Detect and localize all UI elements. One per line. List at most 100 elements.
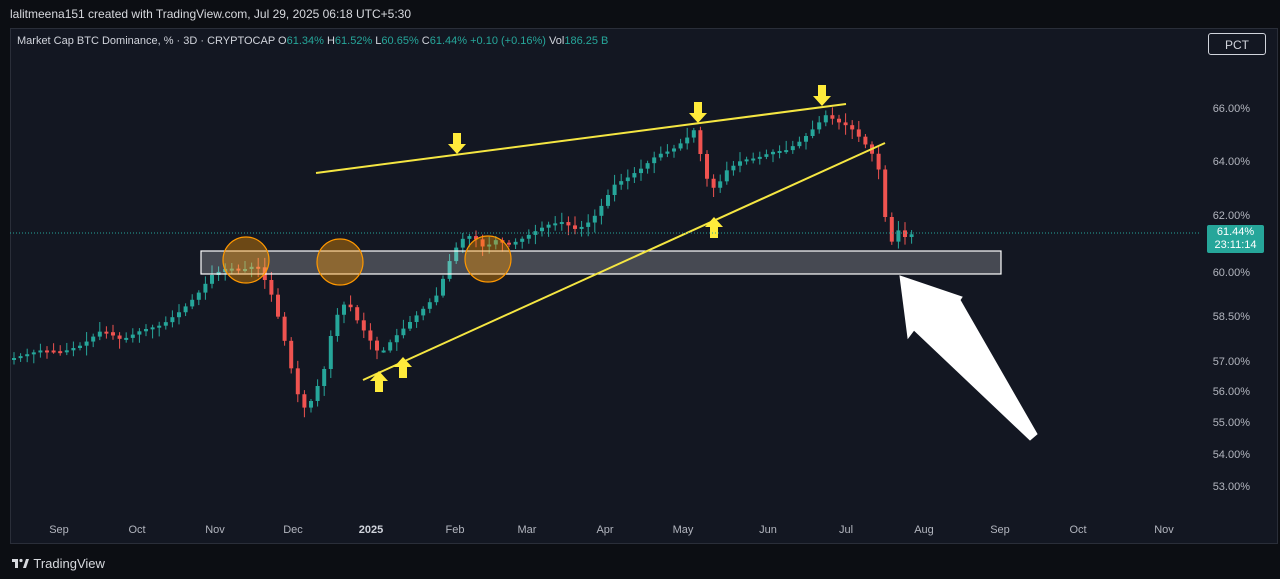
candle-body [91, 336, 96, 342]
candle-body [137, 331, 142, 335]
tradingview-logo-icon [12, 558, 29, 568]
candle-body [810, 129, 815, 136]
x-axis-label: Sep [49, 524, 69, 536]
upper-trendline [315, 103, 847, 174]
candle-body [579, 226, 584, 229]
candle-body [249, 266, 254, 269]
candle-body [764, 154, 769, 157]
attribution-bar: lalitmeena151 created with TradingView.c… [0, 0, 1280, 28]
candle-body [111, 332, 115, 336]
y-axis-label: 56.00% [1212, 386, 1250, 398]
candle-body [830, 115, 835, 119]
candle-body [361, 320, 366, 331]
candle-body [526, 234, 531, 239]
candle-body [606, 195, 610, 206]
x-axis-label: May [672, 524, 694, 536]
x-axis-label: Oct [128, 524, 146, 536]
candle-body [513, 241, 518, 245]
footer-bar: TradingView [0, 548, 1280, 579]
candle-body [302, 394, 307, 408]
y-axis-label: 57.00% [1212, 356, 1250, 368]
candle-body [856, 129, 861, 137]
y-axis-label: 64.00% [1212, 156, 1250, 168]
candle-body [124, 337, 129, 340]
candle-body [229, 268, 234, 271]
candle-body [117, 335, 122, 339]
candle-body [460, 238, 465, 248]
candle-body [678, 143, 683, 149]
x-axis-label: Nov [1154, 524, 1174, 536]
candle-body [592, 215, 597, 223]
candle-body [658, 153, 663, 158]
candle-body [97, 331, 102, 337]
candle-body [540, 227, 544, 232]
x-axis-label: 2025 [358, 524, 384, 536]
candle-body [177, 312, 181, 318]
candle-body [276, 294, 280, 317]
candles-layer [12, 107, 914, 418]
candle-body [903, 230, 907, 237]
candle-body [751, 158, 756, 161]
y-axis-label: 58.50% [1212, 311, 1250, 323]
candle-body [71, 348, 76, 351]
candle-body [480, 239, 485, 247]
candle-body [738, 161, 742, 166]
candle-body [18, 356, 23, 359]
candle-body [447, 261, 452, 279]
candle-body [368, 330, 373, 341]
candle-body [388, 342, 393, 351]
arrow-down-icon [689, 102, 707, 123]
change-value: +0.10 (+0.16%) [470, 35, 546, 47]
candle-body [797, 141, 802, 147]
candle-body [685, 137, 690, 144]
arrow-down-icon [813, 85, 831, 106]
candle-body [586, 222, 591, 227]
candle-body [711, 178, 716, 188]
candle-body [348, 304, 353, 308]
chart-panel[interactable] [10, 28, 1278, 544]
candle-body [236, 268, 241, 271]
highlight-circle [464, 235, 512, 283]
candle-body [256, 266, 261, 269]
candle-body [883, 169, 888, 217]
candle-body [487, 244, 492, 247]
candle-body [144, 329, 148, 332]
candle-body [599, 205, 604, 216]
candle-body [335, 314, 340, 336]
arrow-up-icon [370, 371, 388, 392]
tradingview-logo[interactable]: TradingView [12, 556, 105, 571]
candle-body [632, 173, 637, 178]
candle-body [612, 184, 617, 195]
candle-body [269, 280, 274, 295]
candle-body [64, 350, 69, 353]
candle-body [639, 168, 643, 174]
candle-body [315, 386, 320, 401]
volume-value: 186.25 B [564, 35, 609, 47]
highlight-circle [222, 236, 270, 284]
arrow-up-icon [394, 357, 412, 378]
candle-body [665, 151, 670, 154]
candle-body [718, 181, 723, 188]
candle-body [625, 177, 630, 182]
x-axis-label: Nov [205, 524, 225, 536]
candle-body [31, 352, 36, 355]
candle-body [170, 317, 175, 323]
candle-body [309, 401, 313, 408]
candle-body [157, 325, 162, 328]
candle-body [804, 136, 808, 142]
candle-body [163, 322, 168, 326]
close-label: C [421, 35, 430, 47]
candle-body [553, 223, 558, 226]
candle-body [467, 236, 472, 239]
symbol-title[interactable]: Market Cap BTC Dominance, % · 3D · CRYPT… [17, 35, 275, 47]
candle-body [724, 170, 729, 182]
candle-body [375, 340, 379, 351]
pct-scale-button[interactable]: PCT [1208, 33, 1266, 55]
candle-body [672, 148, 676, 152]
candle-body [837, 118, 841, 123]
x-axis-label: Oct [1069, 524, 1087, 536]
x-axis-label: Feb [445, 524, 465, 536]
x-axis-label: Dec [283, 524, 303, 536]
candle-body [520, 238, 525, 242]
